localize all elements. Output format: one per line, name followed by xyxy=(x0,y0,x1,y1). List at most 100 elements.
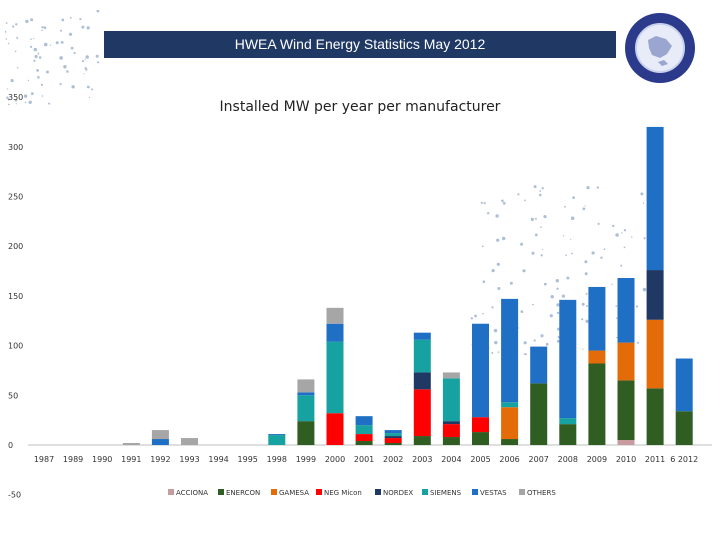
axis-layer: 350 300 250 200 150 100 50 0 -50 1987 1989 1990 1991… xyxy=(8,93,712,500)
bar-segment-siemens xyxy=(297,395,315,422)
x-tick-label: 2011 xyxy=(645,455,665,464)
bar-segment-vestas xyxy=(617,278,635,343)
bar-segment-nordex xyxy=(646,270,664,320)
legend-label: NEG Micon xyxy=(324,489,362,497)
x-tick-label: 1993 xyxy=(179,455,199,464)
legend-swatch xyxy=(271,489,277,495)
bar-segment-enercon xyxy=(384,443,402,445)
x-tick-label: 2000 xyxy=(325,455,345,464)
x-tick-label: 2004 xyxy=(441,455,461,464)
bar-segment-siemens xyxy=(384,433,402,437)
bar-segment-vestas xyxy=(326,323,344,342)
bar-segment-gamesa xyxy=(646,319,664,389)
legend-label: GAMESA xyxy=(279,489,309,497)
bar-segment-enercon xyxy=(588,363,606,445)
bar-segment-enercon xyxy=(530,383,548,445)
y-tick-label: 50 xyxy=(8,391,18,400)
bar-segment-vestas xyxy=(268,434,286,436)
legend-swatch xyxy=(168,489,174,495)
chart-title: Installed MW per year per manufacturer xyxy=(220,99,501,115)
x-tick-label: 1990 xyxy=(92,455,112,464)
bar-segment-siemens xyxy=(413,339,431,373)
x-tick-label: 1991 xyxy=(121,455,141,464)
bar-segment-vestas xyxy=(646,126,664,271)
legend-label: ACCIONA xyxy=(176,489,208,497)
x-tick-label: 2005 xyxy=(470,455,490,464)
legend-swatch xyxy=(472,489,478,495)
x-tick-label: 2009 xyxy=(587,455,607,464)
x-tick-label: 2001 xyxy=(354,455,374,464)
x-tick-label: 1999 xyxy=(296,455,316,464)
bar-segment-gamesa xyxy=(588,350,606,364)
bar-segment-neg-micon xyxy=(355,434,373,442)
y-tick-label: 250 xyxy=(8,193,23,202)
x-tick-label: 2002 xyxy=(383,455,403,464)
legend-swatch xyxy=(218,489,224,495)
y-tick-label: 300 xyxy=(8,143,23,152)
bar-segment-siemens xyxy=(326,341,344,414)
bar-segment-vestas xyxy=(675,358,693,412)
bar-segment-vestas xyxy=(413,332,431,340)
x-tick-label: 2006 xyxy=(499,455,519,464)
y-tick-label: -50 xyxy=(8,491,21,500)
x-tick-label: 1992 xyxy=(150,455,170,464)
x-tick-label: 2003 xyxy=(412,455,432,464)
x-tick-label: 1995 xyxy=(238,455,258,464)
bar-segment-neg-micon xyxy=(413,389,431,437)
bar-segment-vestas xyxy=(151,439,169,445)
hwea-logo-icon xyxy=(625,13,695,83)
bar-segment-others xyxy=(181,438,198,445)
x-tick-label: 1998 xyxy=(267,455,287,464)
bar-segment-neg-micon xyxy=(442,424,460,438)
bar-segment-siemens xyxy=(442,378,460,422)
bar-segment-enercon xyxy=(472,432,489,445)
bar-segment-vestas xyxy=(297,392,315,396)
bar-segment-nordex xyxy=(384,436,402,439)
greece-map-icon xyxy=(5,10,100,105)
bar-segment-gamesa xyxy=(501,407,519,440)
x-tick-label: 2007 xyxy=(529,455,549,464)
y-tick-label: 100 xyxy=(8,342,23,351)
y-tick-label: 150 xyxy=(8,292,23,301)
bar-segment-vestas xyxy=(501,298,519,403)
bar-segment-vestas xyxy=(530,346,548,384)
bar-segment-neg-micon xyxy=(384,438,402,444)
bars-layer xyxy=(122,126,693,445)
bar-segment-siemens xyxy=(355,425,373,435)
bar-segment-others xyxy=(151,430,169,440)
bar-segment-enercon xyxy=(355,441,373,445)
x-tick-label: 1989 xyxy=(63,455,83,464)
y-tick-label: 350 xyxy=(8,93,23,102)
bar-segment-enercon xyxy=(413,436,431,445)
legend-label: NORDEX xyxy=(383,489,413,497)
bar-segment-vestas xyxy=(472,323,489,418)
bar-segment-siemens xyxy=(501,402,519,408)
bar-segment-nordex xyxy=(413,372,431,390)
bar-segment-enercon xyxy=(675,411,693,445)
bar-segment-nordex xyxy=(442,421,460,425)
bar-segment-siemens xyxy=(559,418,577,425)
x-tick-label: 1994 xyxy=(208,455,228,464)
bar-segment-gamesa xyxy=(617,342,635,381)
x-tick-label: 1987 xyxy=(34,455,54,464)
legend-label: ENERCON xyxy=(226,489,260,497)
bar-segment-vestas xyxy=(355,416,373,426)
x-tick-label: 2010 xyxy=(616,455,636,464)
y-tick-label: 200 xyxy=(8,242,23,251)
bar-segment-enercon xyxy=(559,424,577,445)
legend-swatch xyxy=(316,489,322,495)
bar-segment-siemens xyxy=(268,435,286,445)
bar-segment-enercon xyxy=(617,380,635,441)
bar-segment-vestas xyxy=(559,299,577,419)
bar-segment-vestas xyxy=(588,286,606,351)
banner-title: HWEA Wind Energy Statistics May 2012 xyxy=(104,31,616,58)
bar-segment-others xyxy=(297,379,315,393)
x-tick-label: 6 2012 xyxy=(670,455,698,464)
bar-segment-others xyxy=(122,443,140,445)
legend-label: SIEMENS xyxy=(430,489,462,497)
bar-segment-enercon xyxy=(646,388,664,445)
legend-swatch xyxy=(422,489,428,495)
bar-segment-neg-micon xyxy=(326,413,344,445)
bar-segment-vestas xyxy=(384,430,402,434)
